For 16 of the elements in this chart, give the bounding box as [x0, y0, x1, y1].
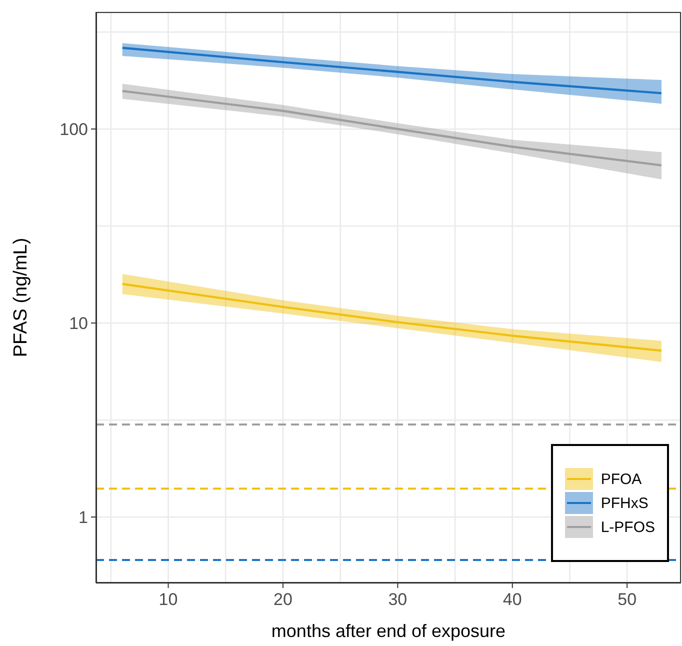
y-axis-title: PFAS (ng/mL) — [10, 238, 32, 358]
x-tick-label: 50 — [618, 590, 637, 609]
x-axis-title: months after end of exposure — [271, 621, 506, 641]
x-tick-label: 10 — [158, 590, 178, 609]
legend-label: PFHxS — [600, 494, 648, 512]
x-tick-label: 20 — [274, 590, 292, 609]
legend-label: L-PFOS — [600, 518, 655, 536]
x-tick-label: 30 — [388, 590, 408, 609]
line-series — [121, 90, 663, 166]
y-tick-label: 1 — [78, 508, 88, 528]
y-tick-label: 10 — [69, 314, 88, 334]
line-series — [121, 282, 663, 352]
line-series — [121, 46, 663, 94]
x-tick-label: 40 — [502, 590, 522, 609]
legend-label: PFOA — [600, 470, 642, 488]
y-tick-label: 100 — [60, 120, 88, 140]
